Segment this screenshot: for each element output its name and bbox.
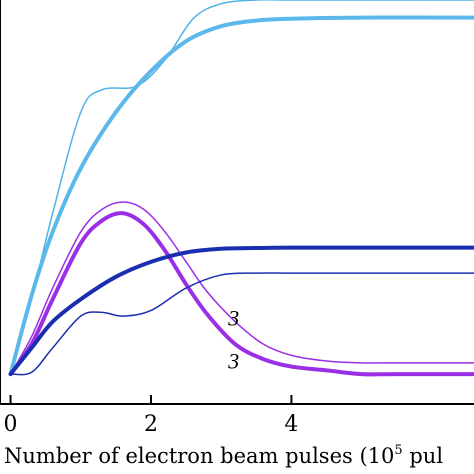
series-line-5 (8, 245, 474, 377)
plot-lines (8, 0, 474, 377)
x-axis-title-main: Number of electron beam pulses (10 (4, 444, 394, 468)
series-line-6 (9, 272, 474, 376)
x-ticks: 0 2 4 (4, 395, 298, 437)
curve-annotation: 3 (227, 305, 239, 330)
series-line-4 (8, 211, 474, 377)
series-line-3 (9, 201, 474, 375)
series-line-1 (9, 0, 474, 375)
x-axis-title-superscript: 5 (394, 443, 402, 458)
x-tick-label: 0 (4, 412, 18, 437)
x-axis-title-tail: pul (403, 444, 444, 468)
x-axis-title: Number of electron beam pulses (105 pul (4, 443, 443, 468)
series-line-2 (8, 15, 474, 377)
x-tick-label: 4 (284, 412, 298, 437)
x-tick-label: 2 (144, 412, 158, 437)
annotations: 33 (227, 305, 239, 373)
curve-annotation: 3 (227, 348, 239, 373)
